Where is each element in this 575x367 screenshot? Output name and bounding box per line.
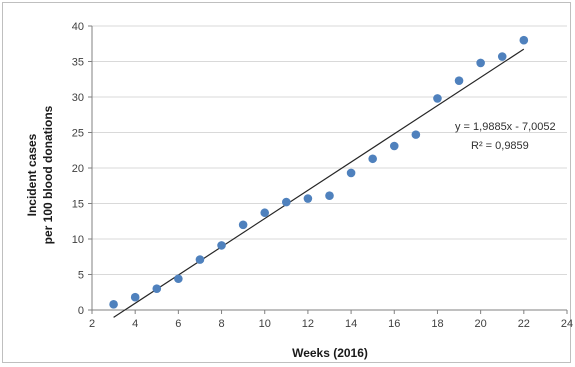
x-tick-label-6: 6 [175,318,181,330]
x-tick-label-8: 8 [218,318,224,330]
y-tick-label-35: 35 [72,57,84,69]
data-point-3 [152,284,162,294]
y-axis-title-line-2: per 100 blood donations [41,105,55,244]
data-point-10 [303,194,313,203]
data-point-7 [238,220,248,230]
trendline [113,48,525,318]
data-point-18 [476,58,485,68]
data-point-2 [130,292,140,302]
trendline-line [113,48,525,318]
x-tick-label-2: 2 [89,318,95,330]
x-tick-label-14: 14 [345,318,357,330]
data-point-1 [109,300,118,309]
data-points [109,35,529,309]
y-tick-label-20: 20 [72,163,84,175]
x-tick-label-24: 24 [561,318,573,330]
data-point-8 [260,208,270,218]
x-axis-title: Weeks (2016) [292,346,368,360]
trendline-r2-label: R² = 0,9859 [471,140,529,152]
data-point-20 [519,35,529,45]
data-point-19 [497,52,507,61]
x-tick-label-10: 10 [259,318,271,330]
x-tick-label-12: 12 [302,318,314,330]
x-tick-label-16: 16 [388,318,400,330]
y-tick-label-0: 0 [78,305,84,317]
axes [88,25,568,314]
y-tick-label-10: 10 [72,234,84,246]
x-tick-label-22: 22 [518,318,530,330]
data-point-14 [389,141,399,151]
x-tick-label-4: 4 [132,318,138,330]
data-point-17 [454,76,464,85]
data-point-15 [411,130,421,139]
y-tick-label-40: 40 [72,21,84,33]
y-tick-label-15: 15 [72,199,84,211]
x-tick-label-20: 20 [475,318,487,330]
data-point-13 [368,154,377,164]
x-tick-label-18: 18 [431,318,443,330]
chart-frame [2,2,571,363]
data-point-16 [433,94,442,103]
y-tick-label-5: 5 [78,270,84,282]
y-tick-label-25: 25 [72,128,84,140]
y-axis-title-line-1: Incident cases [25,133,39,216]
trendline-equation-label: y = 1,9885x - 7,0052 [455,121,556,133]
gridlines [92,25,567,275]
data-point-5 [195,255,205,264]
data-point-4 [174,274,183,284]
data-point-12 [346,168,356,178]
data-point-9 [282,197,291,207]
y-tick-label-30: 30 [72,92,84,104]
data-point-6 [217,241,226,250]
data-point-11 [325,191,334,200]
